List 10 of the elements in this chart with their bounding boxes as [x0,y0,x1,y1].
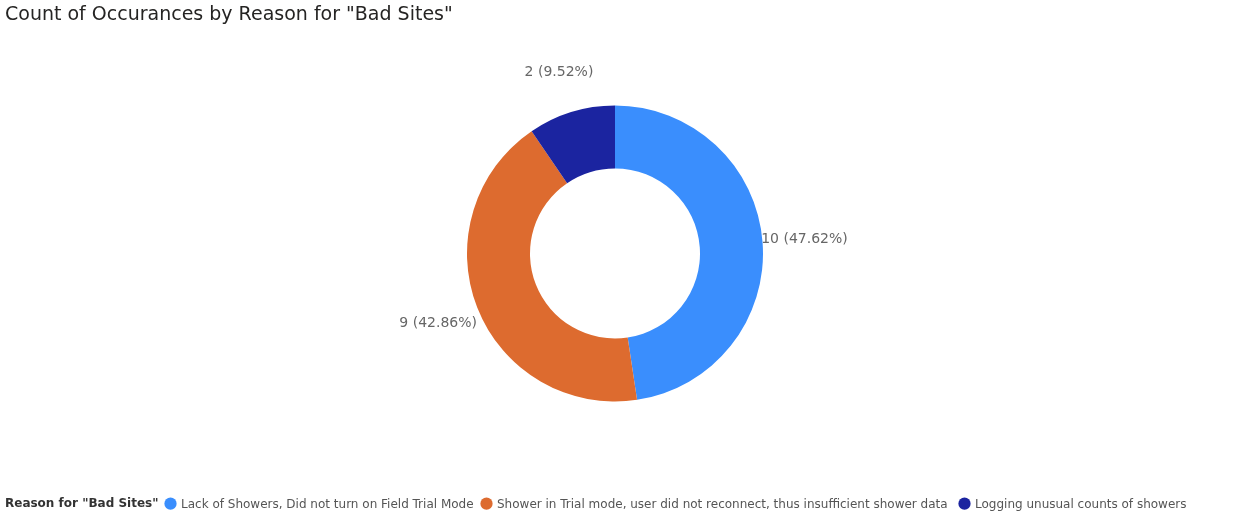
donut-slice [615,105,763,400]
legend-label: Logging unusual counts of showers [975,496,1187,511]
donut-slice [531,105,615,184]
legend-label: Shower in Trial mode, user did not reconnect, thus insufficient shower data [497,496,948,511]
legend-title: Reason for "Bad Sites" [5,496,159,510]
data-label: 10 (47.62%) [761,230,848,247]
data-label: 9 (42.86%) [399,313,477,330]
legend-label: Lack of Showers, Did not turn on Field Trial Mode [181,496,474,511]
chart-title: Count of Occurances by Reason for "Bad Sites" [5,2,453,24]
data-label: 2 (9.52%) [524,62,594,79]
